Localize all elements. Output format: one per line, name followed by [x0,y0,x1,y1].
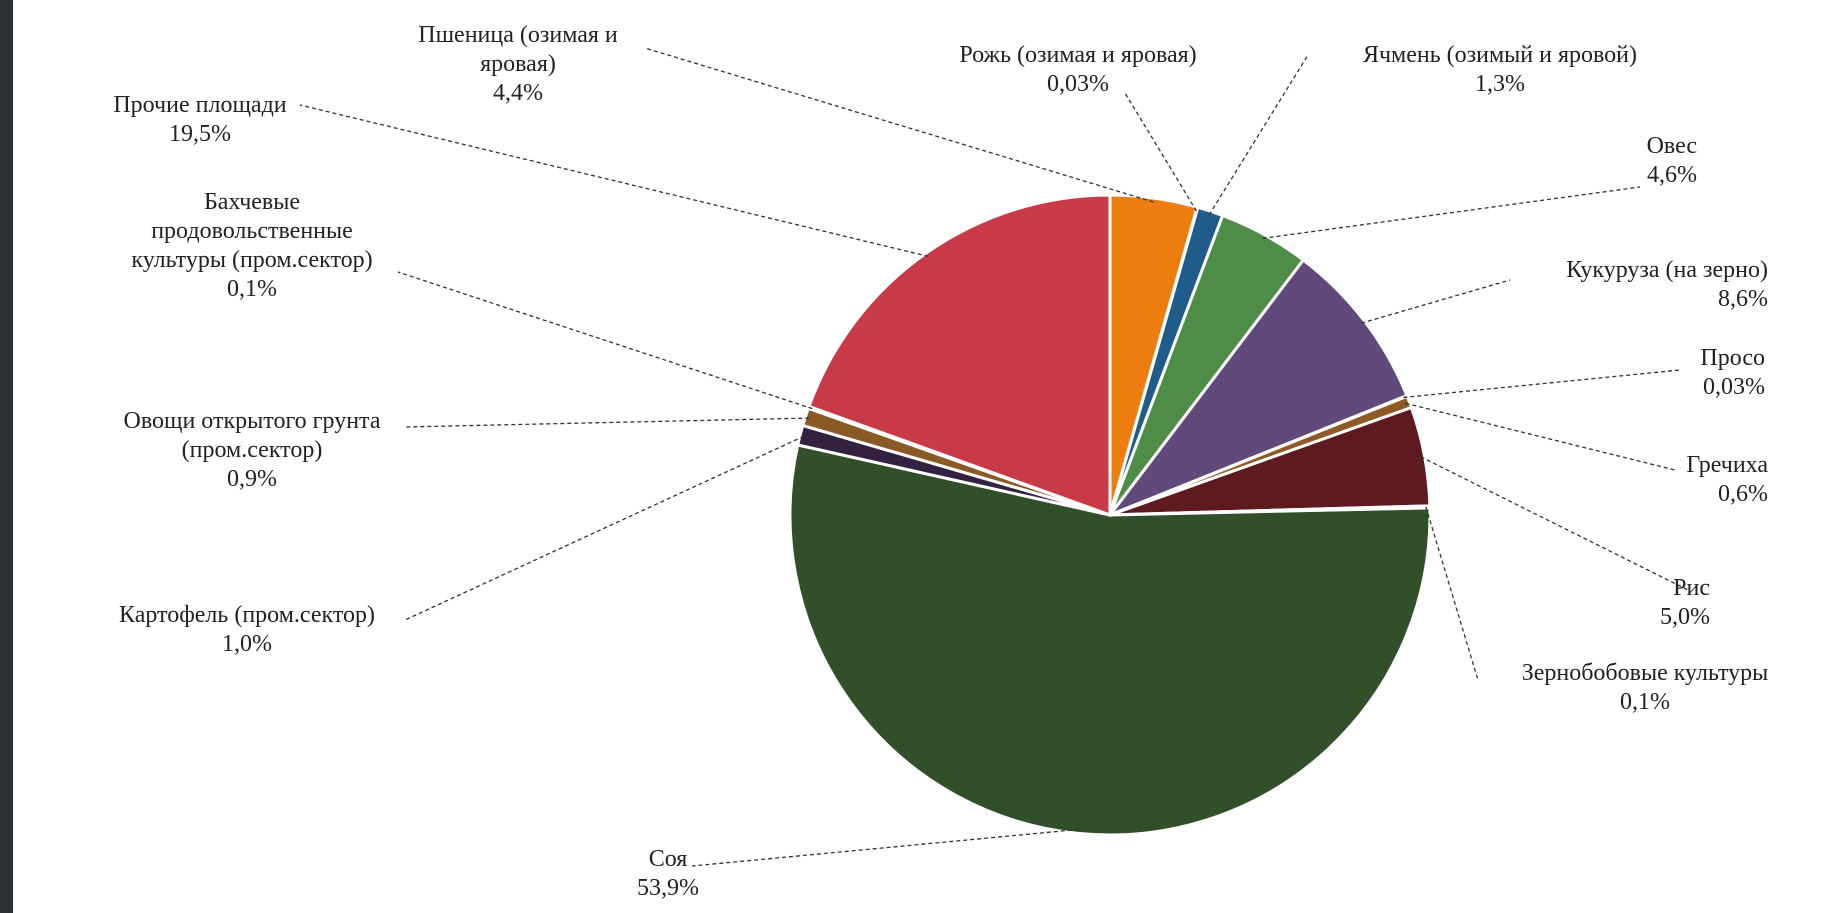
slice-value-label: 0,1% [227,276,277,302]
slice-category-label: Кукуруза (на зерно) [1566,257,1768,283]
slice-category-label: Овес [1647,133,1697,159]
slice-label: Бахчевые продовольственные культуры (пром.… [131,189,372,302]
pie-slice [788,443,1432,837]
leader-line [1124,92,1198,212]
slice-value-label: 53,9% [637,875,699,901]
slice-category-label: Соя [649,846,688,872]
pie-slices [788,193,1432,837]
slice-category-label: Бахчевые [204,189,300,215]
slice-category-label: Просо [1700,345,1765,371]
slice-category-label: Рожь (озимая и яровая) [959,42,1196,68]
slice-category-label: (пром.сектор) [182,437,323,463]
slice-value-label: 1,0% [222,631,272,657]
leader-line [1403,369,1681,399]
slice-category-label: яровая) [480,51,556,77]
slice-label: Просо 0,03% [1700,345,1765,400]
slice-label: Рис 5,0% [1660,575,1710,630]
slice-label: Прочие площади 19,5% [113,92,286,147]
leader-line [1208,54,1309,216]
leader-line [404,417,810,428]
pie-slice [1105,257,1409,519]
leader-line [1420,456,1689,591]
slice-value-label: 5,0% [1660,604,1710,630]
slice-label: Ячмень (озимый и яровой) 1,3% [1363,42,1637,97]
slice-value-label: 4,4% [493,80,543,106]
slice-category-label: Гречиха [1686,452,1768,478]
window-edge [0,0,13,913]
leader-line [1360,279,1511,324]
slice-category-label: Картофель (пром.сектор) [119,602,375,628]
slice-label: Картофель (пром.сектор) 1,0% [119,602,375,657]
slice-value-label: 4,6% [1647,162,1697,188]
leader-line [397,271,813,410]
slice-value-label: 0,9% [227,466,277,492]
leader-line [644,47,1154,203]
slice-label: Гречиха 0,6% [1686,452,1768,507]
slice-value-label: 1,3% [1475,71,1525,97]
slice-label: Соя 53,9% [637,846,699,901]
slice-category-label: Зернобобовые культуры [1522,660,1769,686]
slice-label: Зернобобовые культуры 0,1% [1522,660,1769,715]
slice-label: Пшеница (озимая и яровая) 4,4% [418,22,618,106]
leader-lines [299,47,1689,867]
slice-value-label: 19,5% [169,121,231,147]
leader-line [299,104,929,258]
leader-line [1405,402,1676,471]
slice-labels: Пшеница (озимая и яровая) 4,4% Рожь (озимая… [113,22,1768,901]
slice-label: Кукуруза (на зерно) 8,6% [1566,257,1768,312]
slice-value-label: 8,6% [1718,286,1768,312]
slice-category-label: Ячмень (озимый и яровой) [1363,42,1637,68]
slice-label: Овес 4,6% [1647,133,1697,188]
slice-category-label: продовольственные [151,218,353,244]
leader-line [1262,186,1641,239]
pie-slice [807,193,1112,518]
leader-line [691,828,1079,867]
slice-category-label: Овощи открытого грунта [123,408,380,434]
slice-value-label: 0,6% [1718,481,1768,507]
slice-category-label: культуры (пром.сектор) [131,247,372,273]
slice-value-label: 0,03% [1703,374,1765,400]
slice-label: Рожь (озимая и яровая) 0,03% [959,42,1196,97]
slice-category-label: Рис [1673,575,1710,601]
slice-value-label: 0,1% [1620,689,1670,715]
slice-value-label: 0,03% [1047,71,1109,97]
slice-label: Овощи открытого грунта (пром.сектор) 0,9% [123,408,380,492]
slice-category-label: Пшеница (озимая и [418,22,618,48]
leader-line [1425,506,1479,681]
leader-line [404,435,805,621]
slice-category-label: Прочие площади [113,92,286,118]
